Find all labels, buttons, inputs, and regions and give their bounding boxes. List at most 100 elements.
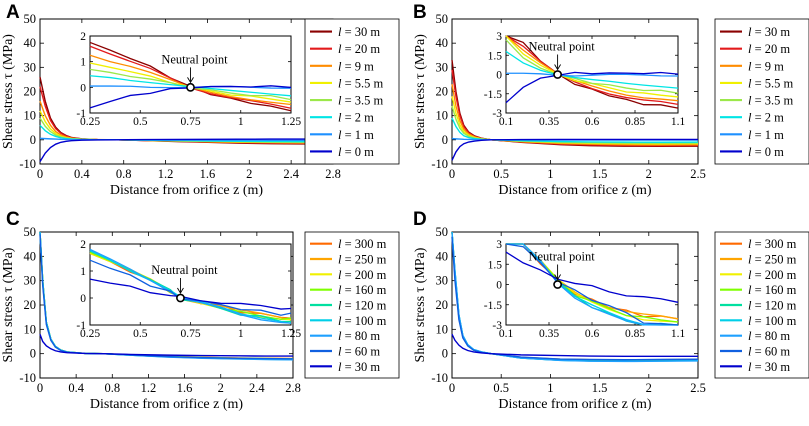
inset-series-line-5 [505, 50, 679, 89]
legend-value: = 1 m [341, 128, 374, 142]
legend-var: l [338, 42, 342, 56]
legend-label-6: l = 1 m [748, 128, 784, 142]
main-ytick-label: 40 [436, 249, 449, 263]
legend-value: = 20 m [751, 42, 790, 56]
main-ytick-label: 50 [436, 12, 449, 26]
neutral-point-marker [186, 82, 195, 92]
legend-var: l [338, 283, 342, 297]
legend-var: l [748, 145, 752, 159]
neutral-point-marker [553, 70, 562, 79]
main-ytick-label: -10 [431, 157, 448, 171]
inset-xtick-label: 0.75 [180, 328, 200, 340]
legend-label-0: l = 300 m [748, 237, 797, 251]
legend-label-7: l = 0 m [338, 145, 374, 159]
inset-ytick-label: 0 [80, 293, 86, 305]
y-axis-label: Shear stress τ (MPa) [413, 247, 428, 362]
legend-var: l [748, 329, 752, 343]
main-xtick-label: 1.6 [200, 167, 216, 181]
legend-label-5: l = 100 m [338, 314, 387, 328]
main-ytick-label: 10 [436, 322, 449, 336]
legend-var: l [338, 111, 342, 125]
main-xtick-label: 2 [646, 381, 652, 395]
neutral-point-label: Neutral point [161, 52, 228, 66]
x-axis-label: Distance from orifice z (m) [498, 397, 651, 412]
legend-var: l [748, 94, 752, 108]
legend-var: l [748, 360, 752, 374]
inset-xtick-label: 0.25 [80, 116, 100, 128]
legend-var: l [748, 59, 752, 73]
panel-c: C0 0.4 0.8 1.2 1.6 2 2.4 2.8-1001020304050Dista… [1, 209, 400, 412]
legend-value: = 1 m [751, 128, 784, 142]
main-xtick-label: 0.8 [104, 381, 120, 395]
main-xtick-label: 0 [449, 167, 455, 181]
main-ytick-label: 30 [436, 60, 449, 74]
legend-value: = 30 m [751, 360, 790, 374]
inset-series-line-8 [505, 251, 679, 303]
legend-var: l [748, 111, 752, 125]
main-xtick-label: 2 [218, 381, 224, 395]
x-axis-label: Distance from orifice z (m) [90, 397, 243, 412]
legend-label-4: l = 120 m [338, 299, 387, 313]
legend-label-1: l = 250 m [338, 253, 387, 267]
legend-value: = 0 m [751, 145, 784, 159]
neutral-point-marker [176, 293, 185, 303]
legend-value: = 5.5 m [341, 76, 383, 90]
legend-value: = 5.5 m [751, 76, 793, 90]
legend-value: = 3.5 m [341, 94, 383, 108]
inset-series-line-7 [89, 259, 292, 316]
legend-label-6: l = 80 m [748, 329, 790, 343]
neutral-point-arrowhead [187, 77, 194, 84]
legend-var: l [748, 345, 752, 359]
legend-value: = 250 m [751, 253, 796, 267]
legend-value: = 30 m [341, 360, 380, 374]
inset-series-line-8 [89, 278, 292, 310]
main-xtick-label: 0 [37, 381, 43, 395]
legend-label-6: l = 80 m [338, 329, 380, 343]
legend-value: = 20 m [341, 42, 380, 56]
main-ytick-label: 30 [24, 60, 37, 74]
main-ytick-label: 40 [24, 36, 37, 50]
main-xtick-label: 2.5 [690, 381, 706, 395]
legend-value: = 200 m [341, 268, 386, 282]
inset-ytick-label: -1 [76, 108, 86, 120]
neutral-point-arrowhead [554, 64, 561, 71]
legend-label-0: l = 30 m [748, 25, 790, 39]
legend-value: = 250 m [341, 253, 386, 267]
inset-ytick-label: 3 [496, 31, 502, 43]
legend-box [304, 18, 400, 165]
neutral-point-marker [553, 280, 562, 289]
main-ytick-label: -10 [19, 157, 36, 171]
legend-value: = 9 m [751, 59, 784, 73]
legend-label-7: l = 60 m [748, 345, 790, 359]
main-xtick-label: 0.5 [493, 167, 509, 181]
legend-value: = 9 m [341, 59, 374, 73]
legend-var: l [338, 314, 342, 328]
legend-box [714, 18, 809, 165]
legend-var: l [748, 314, 752, 328]
inset-xtick-label: 0.75 [180, 116, 200, 128]
main-ytick-label: 0 [30, 347, 36, 361]
inset-ytick-label: 0 [496, 280, 502, 292]
legend-label-7: l = 0 m [748, 145, 784, 159]
inset-xtick-label: 0.25 [80, 328, 100, 340]
legend-var: l [338, 299, 342, 313]
inset-series-line-6 [506, 72, 679, 77]
main-ytick-label: -10 [19, 371, 36, 385]
legend-value: = 200 m [751, 268, 796, 282]
inset-xtick-label: 0.85 [625, 328, 645, 340]
inset-xtick-label: 1.1 [671, 328, 686, 340]
y-axis-label: Shear stress τ (MPa) [1, 34, 16, 149]
inset-xtick-label: 0.1 [499, 328, 514, 340]
legend-label-5: l = 100 m [748, 314, 797, 328]
neutral-point-label: Neutral point [528, 40, 595, 54]
legend-value: = 60 m [341, 345, 380, 359]
legend-var: l [338, 94, 342, 108]
legend-label-0: l = 30 m [338, 25, 380, 39]
x-axis-label: Distance from orifice z (m) [110, 183, 263, 198]
legend-var: l [748, 253, 752, 267]
inset-ytick-label: -1.5 [484, 89, 502, 101]
legend-value: = 0 m [341, 145, 374, 159]
legend-var: l [338, 59, 342, 73]
inset-series-line-4 [505, 39, 679, 94]
main-ytick-label: 30 [24, 274, 37, 288]
